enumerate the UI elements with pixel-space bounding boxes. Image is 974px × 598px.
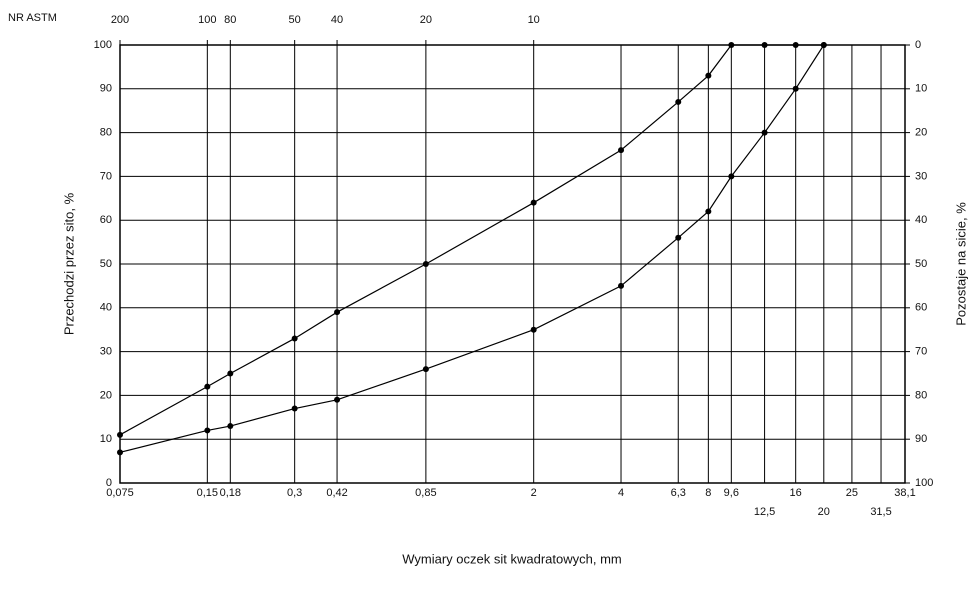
point [761,42,768,48]
x-tick-label: 12,5 [754,506,775,518]
curve [119,44,824,436]
point [422,366,429,373]
point [728,173,735,180]
point [334,309,341,316]
x-tick-label: 38,1 [894,487,915,499]
x-tick-label: 0,15 [197,487,218,499]
point [792,42,799,48]
top-tick-label: 100 [198,14,216,26]
x-tick-label: 2 [531,487,537,499]
y-tick-label: 50 [100,258,112,270]
top-tick-label: 80 [224,14,236,26]
point [618,282,625,289]
y2-tick-label: 50 [915,258,927,270]
y2-tick-label: 10 [915,83,927,95]
x-tick-label: 0,3 [287,487,302,499]
y2-tick-label: 80 [915,389,927,401]
point [675,98,682,105]
x-tick-label: 4 [618,487,624,499]
y-tick-label: 90 [100,83,112,95]
y2-tick-label: 60 [915,302,927,314]
point [422,261,429,267]
point [117,449,123,456]
point [204,427,211,434]
point [618,147,625,154]
point [117,431,123,438]
x-tick-label: 16 [790,487,802,499]
y2-tick-label: 0 [915,39,921,51]
top-tick-label: 10 [528,14,540,26]
point [761,129,768,136]
point [792,85,799,92]
point [675,234,682,241]
y2-tick-label: 90 [915,433,927,445]
x-tick-label: 0,18 [220,487,241,499]
top-tick-label: 50 [289,14,301,26]
x-tick-label: 25 [846,487,858,499]
x-tick-label: 0,85 [415,487,436,499]
y2-tick-label: 70 [915,346,927,358]
y-tick-label: 70 [100,170,112,182]
x-tick-label: 0,075 [106,487,134,499]
y-tick-label: 10 [100,433,112,445]
point [291,405,298,412]
curve [119,44,825,453]
y-tick-label: 100 [94,39,112,51]
x-tick-label: 31,5 [870,506,891,518]
point [530,199,537,206]
y-tick-label: 20 [100,389,112,401]
y2-tick-label: 40 [915,214,927,226]
point [291,335,298,342]
top-tick-label: 20 [420,14,432,26]
y-axis-label: Przechodzi przez sito, % [61,192,76,335]
x-tick-label: 9,6 [724,487,739,499]
point [705,208,712,215]
x-axis-label: Wymiary oczek sit kwadratowych, mm [402,551,621,566]
x-tick-label: 20 [818,506,830,518]
point [728,42,735,48]
point [227,423,234,430]
y-tick-label: 80 [100,127,112,139]
top-tick-label: 40 [331,14,343,26]
y-tick-label: 0 [106,477,112,489]
y2-axis-label: Pozostaje na sicie, % [953,202,968,326]
point [530,326,537,333]
point [820,42,827,48]
x-tick-label: 8 [705,487,711,499]
y-tick-label: 40 [100,302,112,314]
y2-tick-label: 30 [915,170,927,182]
x-tick-label: 6,3 [671,487,686,499]
point [204,383,211,390]
y2-tick-label: 20 [915,127,927,139]
y-tick-label: 60 [100,214,112,226]
y-tick-label: 30 [100,346,112,358]
point [334,396,341,403]
y2-tick-label: 100 [915,477,933,489]
top-axis-label: NR ASTM [8,12,57,24]
point [705,72,712,79]
x-tick-label: 0,42 [326,487,347,499]
point [227,370,234,377]
top-tick-label: 200 [111,14,129,26]
